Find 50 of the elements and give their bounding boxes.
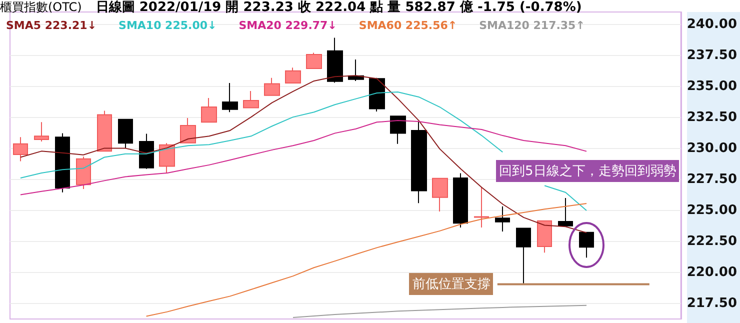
candlestick bbox=[13, 136, 28, 162]
candlestick bbox=[180, 118, 196, 144]
candlestick bbox=[579, 232, 594, 258]
y-tick-label: 232.50 bbox=[686, 110, 738, 125]
candlestick bbox=[432, 178, 448, 212]
candlestick bbox=[516, 228, 531, 284]
y-tick-label: 230.00 bbox=[686, 140, 738, 156]
candlestick bbox=[222, 82, 238, 113]
text: SMA60 225.56↑ bbox=[358, 19, 458, 32]
text: SMA20 229.77↓ bbox=[238, 19, 337, 32]
candlestick bbox=[34, 122, 49, 142]
text: SMA10 225.00↓ bbox=[118, 19, 217, 32]
y-tick-label: 237.50 bbox=[686, 48, 738, 63]
line-series bbox=[20, 120, 587, 196]
candlestick bbox=[285, 67, 301, 84]
ref-line-label: 前低位置支撐 bbox=[409, 273, 494, 296]
chart-subtitle: 日線圖 2022/01/19 開 223.23 收 222.04 點 量 582.87 億 -1.75 (-0.78%) bbox=[96, 0, 582, 15]
candlestick bbox=[474, 186, 489, 228]
candlestick bbox=[537, 220, 552, 254]
annotation: 回到5日線之下，走勢回到弱勢 bbox=[496, 160, 680, 182]
candlestick bbox=[243, 90, 259, 108]
line-series bbox=[146, 203, 587, 317]
candlestick bbox=[55, 132, 70, 193]
y-tick-label: 217.50 bbox=[686, 296, 738, 311]
y-tick-label: 227.50 bbox=[686, 172, 738, 187]
candlestick bbox=[201, 97, 217, 123]
candlestick bbox=[558, 198, 573, 226]
candlestick bbox=[306, 52, 322, 70]
candlestick bbox=[369, 77, 385, 112]
candlestick bbox=[76, 156, 91, 190]
text: SMA120 217.35↑ bbox=[479, 19, 585, 32]
candlestick bbox=[390, 116, 406, 144]
line-series bbox=[20, 75, 587, 234]
candlestick bbox=[264, 77, 280, 96]
candlestick bbox=[327, 37, 343, 84]
chart-title: 櫃買指數(OTC) bbox=[0, 0, 82, 14]
y-tick-label: 235.00 bbox=[686, 78, 738, 94]
candlestick bbox=[453, 172, 468, 228]
y-tick-label: 240.00 bbox=[686, 16, 738, 32]
y-tick-label: 220.00 bbox=[686, 264, 738, 280]
candlestick bbox=[139, 133, 154, 170]
line-series bbox=[292, 304, 587, 318]
y-tick-label: 222.50 bbox=[686, 234, 738, 249]
y-tick-label: 225.00 bbox=[686, 202, 738, 218]
candlestick bbox=[411, 121, 427, 204]
text: SMA5 223.21↓ bbox=[6, 19, 97, 32]
candlestick bbox=[159, 142, 175, 174]
candlestick bbox=[118, 118, 133, 149]
candlestick bbox=[495, 206, 510, 232]
candlestick bbox=[97, 110, 112, 152]
